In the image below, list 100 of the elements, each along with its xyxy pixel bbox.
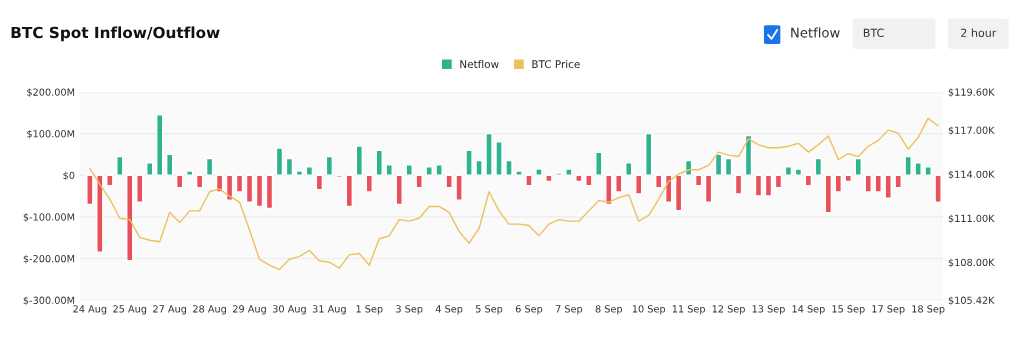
bar	[325, 155, 334, 176]
bar	[804, 174, 813, 187]
bar	[555, 172, 563, 176]
bar	[525, 174, 533, 187]
bar	[794, 168, 803, 176]
bar	[365, 174, 373, 193]
y-tick-label: $100.00M	[27, 129, 75, 139]
x-tick-label: 4 Sep	[435, 305, 463, 315]
bar	[774, 174, 783, 189]
bar	[864, 174, 872, 193]
x-tick-label: 3 Sep	[396, 305, 423, 315]
y-tick-label: $-200.00M	[23, 254, 75, 264]
bar	[146, 162, 154, 176]
bar	[674, 174, 683, 212]
bar	[575, 174, 583, 183]
bar	[395, 174, 403, 206]
bar	[914, 162, 922, 176]
bar	[784, 166, 793, 176]
x-tick-label: 11 Sep	[672, 305, 705, 315]
x-tick-label: 30 Aug	[272, 305, 306, 315]
bar	[295, 170, 304, 176]
x-tick-label: 5 Sep	[475, 305, 503, 315]
bar	[565, 168, 573, 176]
bar	[934, 174, 942, 203]
bar	[355, 145, 363, 176]
bar	[874, 174, 882, 193]
bar	[345, 174, 354, 208]
x-tick-label: 1 Sep	[356, 305, 383, 315]
x-tick-label: 14 Sep	[792, 305, 825, 315]
x-tick-label: 27 Aug	[153, 305, 187, 315]
x-tick-label: 12 Sep	[712, 305, 745, 315]
y-tick-label: $-300.00M	[23, 296, 75, 306]
bar	[764, 174, 773, 197]
bar	[894, 174, 902, 189]
bar	[255, 174, 264, 208]
bar	[285, 157, 294, 176]
bar	[175, 174, 184, 189]
bar	[605, 174, 613, 206]
bar	[185, 170, 194, 176]
bar	[595, 151, 603, 176]
bar	[854, 157, 862, 176]
bar	[844, 174, 852, 183]
bar	[415, 174, 423, 189]
x-tick-label: 28 Aug	[193, 305, 226, 315]
bar	[515, 170, 523, 176]
bar	[734, 174, 743, 195]
bar	[884, 174, 892, 199]
y-tick-label: $-100.00M	[23, 213, 75, 222]
bar	[245, 174, 254, 203]
bar	[156, 114, 164, 176]
bar	[275, 147, 284, 176]
x-tick-label: 17 Sep	[872, 305, 905, 315]
text: 2 hour	[961, 28, 997, 38]
bar	[834, 174, 843, 193]
bar	[495, 141, 503, 176]
x-tick-label: 24 Aug	[73, 305, 107, 315]
bar	[744, 134, 753, 176]
bar	[545, 174, 553, 183]
bar	[714, 153, 723, 176]
line-series	[89, 117, 939, 271]
bar	[375, 149, 383, 176]
legend-label: Netflow	[460, 59, 499, 69]
y2-tick-label: $111.00K	[948, 214, 995, 224]
x-tick-label: 18 Sep	[912, 305, 945, 315]
bar	[754, 174, 763, 197]
bar	[405, 164, 413, 176]
x-tick-label: 29 Aug	[233, 305, 266, 315]
bar	[265, 174, 274, 210]
bar	[305, 166, 314, 176]
y-tick-label: $200.00M	[27, 88, 75, 98]
y-tick-label: $0	[63, 171, 75, 181]
bar	[615, 174, 623, 193]
bar	[485, 132, 493, 176]
bar	[116, 155, 124, 176]
bar	[455, 174, 463, 201]
text: Netflow	[791, 27, 840, 38]
bar	[635, 174, 643, 195]
chart-title: BTC Spot Inflow/Outflow	[11, 26, 220, 42]
x-tick-label: 15 Sep	[832, 305, 865, 315]
bar	[126, 174, 134, 262]
bar	[385, 164, 393, 176]
bar	[904, 155, 912, 176]
bar	[315, 174, 324, 191]
bar	[694, 174, 703, 187]
bar	[704, 174, 713, 203]
bar	[724, 157, 733, 176]
bar	[435, 164, 443, 176]
bar	[425, 166, 433, 176]
y2-tick-label: $119.60K	[948, 88, 995, 98]
bar	[924, 166, 932, 176]
bar	[96, 174, 104, 253]
bar	[195, 174, 204, 189]
bar	[824, 174, 833, 214]
bar	[136, 174, 144, 203]
x-tick-label: 13 Sep	[752, 305, 785, 315]
x-tick-label: 8 Sep	[595, 305, 623, 315]
text: BTC	[863, 28, 884, 38]
bar	[86, 174, 94, 206]
bar	[445, 174, 453, 189]
x-tick-label: 6 Sep	[515, 305, 543, 315]
